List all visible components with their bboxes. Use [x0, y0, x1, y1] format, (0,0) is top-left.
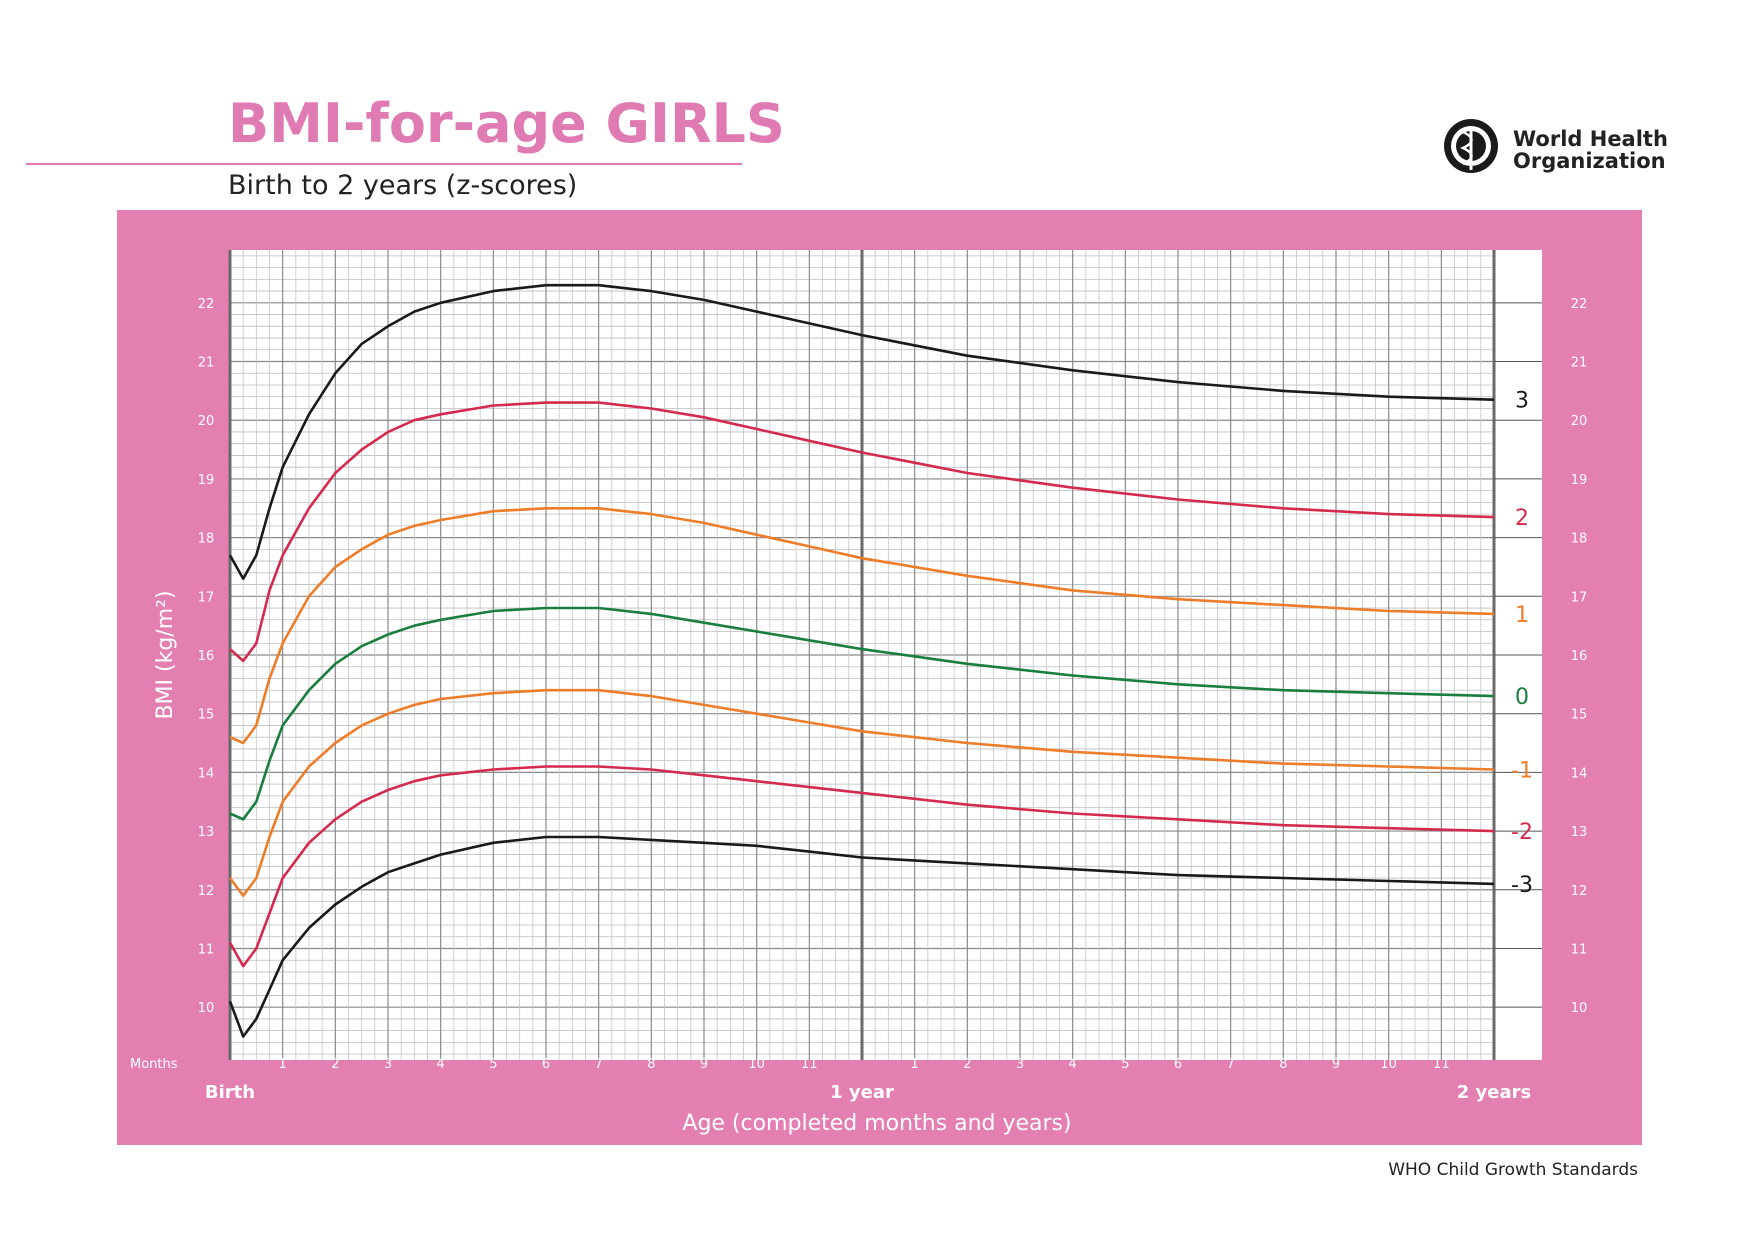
y-tick-label-right: 20: [1571, 414, 1588, 429]
org-name-line1: World Health: [1513, 127, 1668, 151]
z-score-line-label: -2: [1511, 820, 1533, 845]
x-month-tick-label: 9: [1332, 1057, 1340, 1072]
months-label: Months: [130, 1057, 178, 1072]
z-score-line-label: -3: [1511, 873, 1533, 898]
y-tick-label-right: 16: [1571, 649, 1588, 664]
y-tick-label-left: 22: [198, 297, 215, 312]
y-tick-label-left: 12: [198, 884, 215, 899]
x-month-tick-label: 7: [595, 1057, 603, 1072]
x-month-tick-label: 11: [1433, 1057, 1450, 1072]
x-month-tick-label: 4: [1069, 1057, 1077, 1072]
z-score-line: [228, 688, 1495, 898]
page-subtitle: Birth to 2 years (z-scores): [228, 170, 577, 201]
y-tick-label-right: 14: [1571, 766, 1588, 781]
z-score-line: [228, 765, 1495, 968]
x-month-tick-label: 8: [1279, 1057, 1287, 1072]
y-tick-label-left: 13: [198, 825, 215, 840]
x-month-tick-label: 11: [801, 1057, 818, 1072]
y-tick-label-left: 11: [198, 942, 215, 957]
z-score-line: [228, 283, 1495, 581]
y-tick-label-left: 16: [198, 649, 215, 664]
z-score-line-label: 1: [1515, 603, 1529, 628]
x-month-tick-label: 10: [1380, 1057, 1397, 1072]
data-series: [228, 283, 1495, 1038]
x-month-tick-label: 2: [963, 1057, 971, 1072]
y-tick-label-right: 12: [1571, 884, 1588, 899]
z-score-line-label: 2: [1515, 506, 1529, 531]
x-month-tick-label: 6: [1174, 1057, 1182, 1072]
x-month-tick-label: 9: [700, 1057, 708, 1072]
y-tick-label-left: 17: [198, 590, 215, 605]
z-score-labels: 3 2 1 0 -1 -2 -3: [1511, 389, 1533, 898]
x-major-tick-label: 1 year: [830, 1082, 894, 1103]
x-month-tick-label: 3: [1016, 1057, 1024, 1072]
z-score-line-label: 3: [1515, 389, 1529, 414]
z-score-line: [229, 606, 1495, 821]
z-score-line-label: -1: [1511, 758, 1533, 783]
y-tick-label-right: 10: [1571, 1001, 1588, 1016]
z-score-line: [229, 401, 1495, 663]
x-major-tick-label: Birth: [205, 1082, 255, 1103]
footer-text: WHO Child Growth Standards: [1388, 1160, 1638, 1180]
who-emblem-icon: [1444, 119, 1498, 173]
y-tick-label-left: 10: [198, 1001, 215, 1016]
x-month-tick-label: 8: [647, 1057, 655, 1072]
x-axis-title: Age (completed months and years): [682, 1111, 1071, 1136]
z-score-line: [228, 835, 1495, 1038]
y-axis-title: BMI (kg/m²): [153, 590, 178, 719]
y-tick-label-right: 11: [1571, 942, 1588, 957]
x-month-tick-label: 7: [1227, 1057, 1235, 1072]
grid-lines: [228, 250, 1542, 1060]
y-tick-label-right: 22: [1571, 297, 1588, 312]
x-month-tick-label: 1: [279, 1057, 287, 1072]
y-tick-label-right: 17: [1571, 590, 1588, 605]
z-score-line-label: 0: [1515, 685, 1529, 710]
x-month-tick-label: 6: [542, 1057, 550, 1072]
x-month-tick-label: 10: [748, 1057, 765, 1072]
org-name-line2: Organization: [1513, 149, 1666, 173]
x-month-tick-label: 5: [489, 1057, 497, 1072]
y-tick-label-left: 20: [198, 414, 215, 429]
y-tick-label-left: 21: [198, 356, 215, 371]
x-month-tick-label: 5: [1121, 1057, 1129, 1072]
x-major-tick-label: 2 years: [1457, 1082, 1531, 1103]
x-month-tick-label: 1: [911, 1057, 919, 1072]
y-tick-label-right: 18: [1571, 532, 1588, 547]
y-tick-label-right: 13: [1571, 825, 1588, 840]
y-tick-label-left: 14: [198, 766, 215, 781]
y-tick-label-left: 19: [198, 473, 215, 488]
x-month-tick-label: 2: [331, 1057, 339, 1072]
y-tick-label-right: 19: [1571, 473, 1588, 488]
y-tick-label-left: 18: [198, 532, 215, 547]
y-tick-label-right: 21: [1571, 356, 1588, 371]
x-month-tick-label: 3: [384, 1057, 392, 1072]
page-title: BMI-for-age GIRLS: [228, 92, 785, 155]
x-month-tick-label: 4: [437, 1057, 445, 1072]
y-tick-label-right: 15: [1571, 708, 1588, 723]
y-tick-label-left: 15: [198, 708, 215, 723]
z-score-line: [229, 506, 1495, 745]
